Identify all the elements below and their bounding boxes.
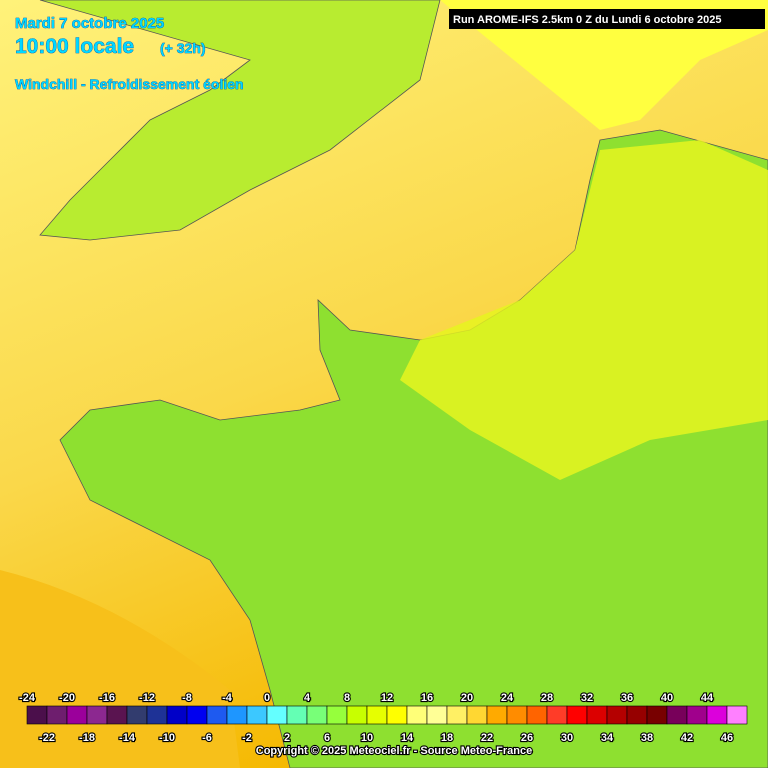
legend-swatch [486,705,508,725]
legend-swatch [346,705,368,725]
legend-swatch [406,705,428,725]
legend-tick-label: 32 [581,692,593,704]
legend-swatch [286,705,308,725]
legend-swatch [366,705,388,725]
legend-swatch [646,705,668,725]
legend-swatch [66,705,88,725]
legend-swatch [26,705,48,725]
legend-swatch [426,705,448,725]
legend-tick-label: -20 [59,692,75,704]
legend-swatch [246,705,268,725]
run-info: Run AROME-IFS 2.5km 0 Z du Lundi 6 octob… [453,14,722,26]
legend-tick-label: 22 [481,732,493,744]
legend-tick-label: -6 [202,732,212,744]
legend-swatch [466,705,488,725]
legend-swatch [546,705,568,725]
north-sea-land [440,0,768,130]
legend-swatch [46,705,68,725]
legend-swatch [306,705,328,725]
legend-tick-label: 36 [621,692,633,704]
legend-swatch [566,705,588,725]
legend-tick-label: 14 [401,732,414,744]
legend-swatch [106,705,128,725]
legend-swatch [146,705,168,725]
legend-swatch [266,705,288,725]
legend-swatch [626,705,648,725]
legend-tick-label: 38 [641,732,653,744]
legend-tick-label: 46 [721,732,733,744]
legend-tick-label: -18 [79,732,95,744]
date: Mardi 7 octobre 2025 [15,15,164,32]
legend-tick-label: 42 [681,732,693,744]
legend-tick-label: -12 [139,692,155,704]
legend-swatch [686,705,708,725]
legend-tick-label: 26 [521,732,533,744]
legend-tick-label: 16 [421,692,433,704]
legend-tick-label: 18 [441,732,453,744]
legend-tick-label: 10 [361,732,373,744]
legend-swatch [526,705,548,725]
legend-swatch [386,705,408,725]
legend-tick-label: -16 [99,692,115,704]
run-box [449,9,765,29]
legend-tick-label: 6 [324,732,330,744]
legend-tick-label: -14 [119,732,136,744]
lead: (+ 32h) [160,40,206,56]
legend-tick-label: 20 [461,692,473,704]
legend-tick-label: 2 [284,732,290,744]
legend-tick-label: 0 [264,692,270,704]
legend-swatch [226,705,248,725]
time: 10:00 locale [15,35,134,58]
legend-tick-label: 40 [661,692,673,704]
legend-tick-label: 4 [304,692,311,704]
legend-tick-label: -8 [182,692,192,704]
legend-tick-label: 12 [381,692,393,704]
legend-tick-label: 24 [501,692,514,704]
subtitle: Windchill - Refroidissement éolien [15,76,244,92]
legend-swatch [326,705,348,725]
legend-tick-label: -4 [222,692,233,704]
legend-tick-label: 44 [701,692,714,704]
legend-tick-label: -10 [159,732,175,744]
legend-swatch [126,705,148,725]
legend-tick-label: -22 [39,732,55,744]
legend-swatch [206,705,228,725]
legend-swatch [86,705,108,725]
legend-tick-label: -2 [242,732,252,744]
legend-swatch [706,705,728,725]
legend-swatch [186,705,208,725]
legend-swatch [446,705,468,725]
north-france-warm [400,140,768,480]
legend-tick-label: 34 [601,732,614,744]
legend-swatch [726,705,748,725]
legend-swatch [506,705,528,725]
legend-swatch [666,705,688,725]
copyright: Copyright © 2025 Meteociel.fr - Source M… [256,745,532,757]
legend-swatch [606,705,628,725]
legend-tick-label: 28 [541,692,553,704]
legend-swatch [586,705,608,725]
legend-tick-label: 30 [561,732,573,744]
england [39,0,441,241]
legend-swatch [166,705,188,725]
legend-tick-label: 8 [344,692,350,704]
legend-tick-label: -24 [19,692,36,704]
